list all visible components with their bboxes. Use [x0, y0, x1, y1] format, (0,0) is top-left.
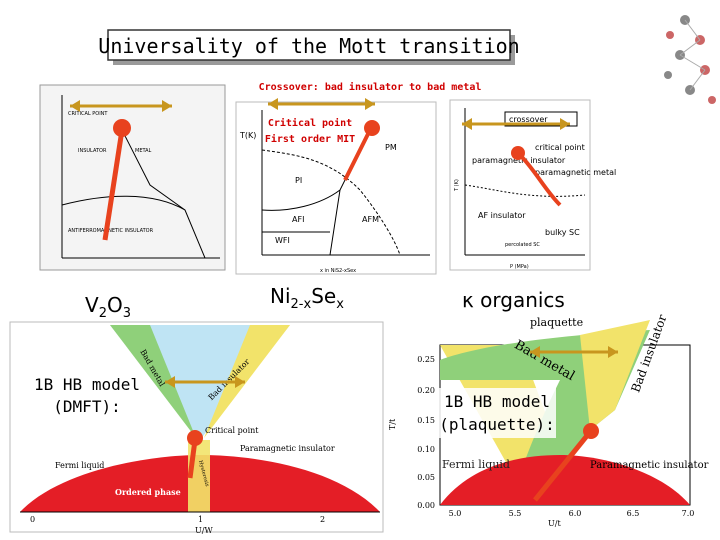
crystal-structure [664, 15, 716, 104]
x-axis-label: x in NiS2-xSex [320, 268, 356, 274]
x-tick-label: 6.0 [569, 509, 582, 518]
model-label: 1B HB model [444, 392, 550, 411]
model-label-box [438, 388, 556, 438]
arrow-heads [530, 346, 618, 358]
material-label: V2O3 [85, 293, 131, 321]
region-label: AFI [292, 215, 304, 224]
x-tick-label: 6.5 [627, 509, 640, 518]
x-tick-label: 1 [198, 515, 203, 524]
material-label: κ organics [462, 288, 565, 312]
bad-insulator-region [204, 325, 290, 438]
x-axis-label: U/t [548, 519, 561, 528]
region-label: AFM [362, 215, 379, 224]
region-label: WFI [275, 236, 290, 245]
region-label: Paramagnetic insulator [240, 444, 335, 453]
first-order-line [533, 430, 592, 502]
title-box [107, 29, 511, 61]
text: 2 [99, 306, 107, 321]
y-axis-label: T(K) [239, 131, 256, 140]
critical-point-dot [583, 423, 599, 439]
phase-boundary [61, 195, 206, 259]
figure-frame [39, 84, 226, 271]
text: Se [311, 284, 336, 308]
y-tick-label: 0.10 [417, 445, 435, 454]
x-tick-label: 5.5 [509, 509, 522, 518]
first-order-line [343, 129, 372, 181]
model-label-box [28, 372, 146, 420]
critical-point-dot [187, 430, 203, 446]
critical-point-dot [113, 119, 131, 137]
figure-dmft: Bad metal Bad insulator Critical point P… [9, 321, 384, 535]
model-label: (DMFT): [53, 397, 120, 416]
critical-point-label: Critical point [268, 117, 352, 129]
text: V [85, 293, 99, 317]
region-label: Ordered phase [115, 487, 181, 497]
first-order-label: First order MIT [265, 133, 355, 145]
region-label: Critical point [205, 426, 259, 435]
figure-frame [235, 101, 437, 275]
figure-label: CRITICAL POINT [68, 111, 108, 117]
bad-insulator-band [580, 320, 650, 430]
y-tick-label: 0.05 [417, 473, 435, 482]
figure-label: ANTIFERROMAGNETIC INSULATOR [68, 228, 154, 234]
title: Universality of the Mott transition [98, 34, 519, 58]
y-tick-label: 0.15 [417, 416, 435, 425]
figure-label: METAL [135, 148, 152, 154]
region-label: Paramagnetic insulator [590, 460, 709, 471]
figure-label: INSULATOR [78, 148, 107, 154]
text: 3 [123, 306, 131, 321]
material-label: Ni2-xSex [270, 284, 344, 312]
x-tick-label: 5.0 [449, 509, 462, 518]
region-label: Fermi liquid [442, 458, 510, 471]
y-axis-label: T/t [388, 418, 397, 430]
model-label: (plaquette): [439, 415, 555, 434]
bad-metal-region [110, 325, 196, 438]
phase-boundary [464, 184, 586, 197]
figure-label: paramagnetic insulator [472, 156, 566, 165]
region-label: Fermi liquid [55, 461, 104, 470]
figure-label: critical point [535, 143, 585, 152]
region-label: PM [385, 143, 397, 152]
text: x [336, 297, 344, 312]
arrow-heads [165, 376, 245, 388]
y-tick-label: 0.25 [417, 355, 435, 364]
figure-nise: T(K) x in NiS2-xSex PI PM AFI AFM WFI [235, 101, 437, 275]
top-label: plaquette [530, 316, 583, 329]
region-label: PI [295, 176, 302, 185]
figure-label: crossover [509, 115, 548, 124]
figure-label: bulky SC [545, 228, 580, 237]
text: Ni [270, 284, 291, 308]
x-tick-label: 2 [320, 515, 325, 524]
figure-label: paramagnetic metal [535, 168, 616, 177]
critical-point-dot [364, 120, 380, 136]
y-tick-label: 0.00 [417, 501, 435, 510]
first-order-line [187, 439, 198, 479]
text: O [107, 293, 123, 317]
critical-point-dot [511, 146, 525, 160]
figure-organics: crossover critical point paramagnetic in… [449, 99, 616, 271]
x-tick-label: 7.0 [682, 509, 695, 518]
y-axis-label: T (K) [454, 179, 460, 192]
figure-label: AF insulator [478, 211, 526, 220]
figure-v2o3: CRITICAL POINT INSULATOR METAL ANTIFERRO… [39, 84, 226, 271]
first-order-line [518, 153, 562, 207]
ordered-dome [440, 455, 690, 505]
x-axis-label: U/W [195, 526, 213, 535]
first-order-line [102, 129, 125, 241]
y-tick-label: 0.20 [417, 386, 435, 395]
x-axis-label: P (MPa) [510, 264, 529, 270]
crossover-label: Crossover: bad insulator to bad metal [259, 81, 482, 93]
model-label: 1B HB model [34, 375, 140, 394]
figure-label: percolated SC [505, 242, 540, 248]
figure-frame [449, 99, 591, 271]
phase-boundary [121, 129, 186, 211]
x-tick-label: 0 [30, 515, 35, 524]
text: 2-x [291, 297, 312, 312]
